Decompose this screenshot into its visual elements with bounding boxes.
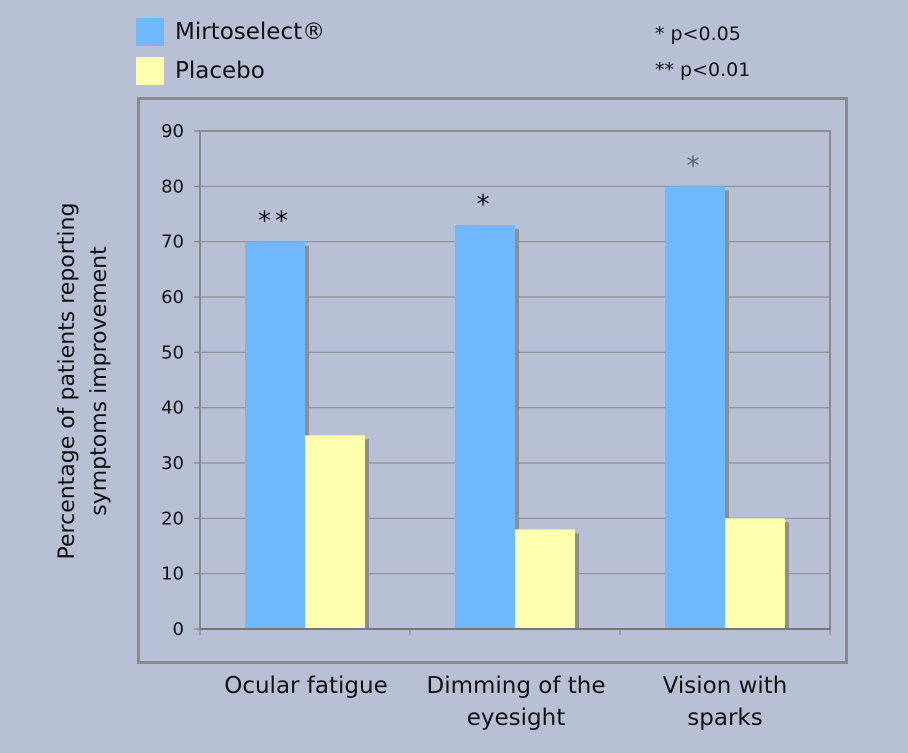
legend-swatch-mirtoselect (136, 18, 164, 46)
y-tick-label: 50 (161, 342, 184, 363)
y-tick-label: 60 (161, 287, 184, 308)
y-tick-label: 10 (161, 564, 184, 585)
legend-item-mirtoselect: Mirtoselect® (136, 18, 325, 46)
significance-marker: * (477, 190, 494, 220)
bar (515, 529, 575, 629)
chart-frame (137, 97, 848, 664)
x-category-line: sparks (687, 705, 763, 731)
y-tick-label: 0 (173, 619, 184, 640)
legend-swatch-placebo (136, 57, 164, 85)
y-tick-label: 80 (161, 176, 184, 197)
significance-note-p001: ** p<0.01 (655, 59, 751, 81)
legend-label-mirtoselect: Mirtoselect® (175, 19, 326, 45)
bar (455, 225, 515, 630)
significance-note-p005: * p<0.05 (655, 23, 741, 45)
significance-marker: * (687, 151, 704, 181)
bar (305, 435, 365, 629)
legend-label-placebo: Placebo (175, 58, 265, 84)
x-category-label: Dimming of the eyesight (411, 670, 621, 734)
bar (665, 186, 725, 630)
x-category-line: Dimming of the (426, 673, 606, 699)
bar (245, 241, 305, 629)
y-tick-label: 70 (161, 232, 184, 253)
x-category-line: Vision with (662, 673, 788, 699)
y-tick-label: 30 (161, 453, 184, 474)
x-category-line: Ocular fatigue (224, 673, 388, 699)
bar (725, 518, 785, 629)
y-axis-label-line: Percentage of patients reporting (55, 202, 80, 560)
y-tick-label: 40 (161, 398, 184, 419)
y-axis-label: Percentage of patients reporting symptom… (52, 181, 116, 581)
y-axis-label-line: symptoms improvement (87, 246, 112, 516)
y-tick-label: 90 (161, 121, 184, 142)
x-category-label: Vision with sparks (620, 670, 830, 734)
y-tick-label: 20 (161, 508, 184, 529)
x-category-label: Ocular fatigue (201, 670, 411, 702)
significance-marker: ** (258, 207, 292, 237)
x-category-line: eyesight (466, 705, 566, 731)
legend-item-placebo: Placebo (136, 57, 265, 85)
